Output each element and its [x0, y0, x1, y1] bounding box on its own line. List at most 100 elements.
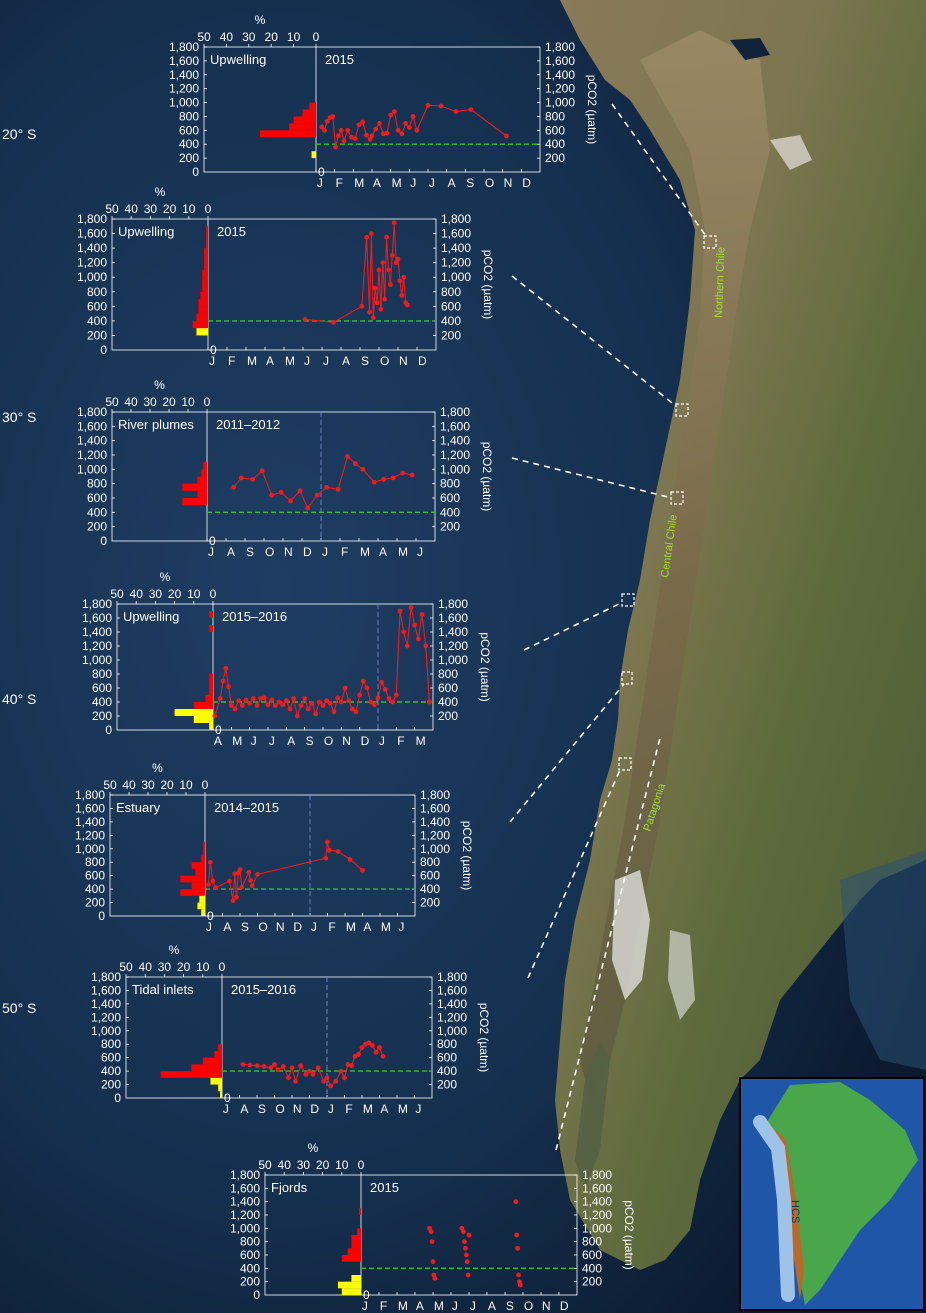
data-point: [335, 487, 341, 492]
hist-bar-red: [182, 498, 207, 506]
data-point: [380, 131, 386, 137]
lake: [730, 38, 770, 60]
data-point: [346, 698, 352, 703]
data-point: [250, 476, 256, 482]
hist-tick-label: 10: [182, 202, 196, 216]
hist-tick-label: 20: [265, 30, 279, 44]
data-point: [298, 1063, 304, 1069]
y-tick-label-left: 1,800: [230, 1168, 260, 1182]
data-point: [517, 1282, 523, 1288]
data-point: [333, 144, 338, 150]
hist-tick-label: 0: [204, 395, 211, 409]
data-point: [309, 701, 315, 706]
y-tick-label-left: 200: [85, 896, 105, 910]
data-point: [305, 505, 311, 511]
x-tick-label: J: [410, 176, 416, 190]
x-tick-label: O: [324, 734, 333, 748]
x-tick-label: A: [214, 734, 222, 748]
y-tick-label-right: 600: [582, 1248, 602, 1262]
hist-tick-label: 0: [205, 202, 212, 216]
x-tick-label: F: [336, 176, 343, 190]
y-tick-label-right: 1,400: [441, 241, 471, 255]
data-point: [324, 484, 330, 490]
x-tick-label: N: [276, 920, 285, 934]
x-tick-label: J: [328, 1102, 334, 1116]
y-tick-label-right: 1,600: [545, 54, 575, 68]
hist-tick-label: 40: [139, 960, 153, 974]
y-tick-label-right: 0: [209, 534, 216, 548]
x-tick-label: M: [392, 176, 402, 190]
period-label: 2015: [370, 1180, 399, 1195]
y-tick-label-left: 1,400: [77, 434, 107, 448]
x-tick-label: A: [227, 545, 235, 559]
data-point: [258, 696, 264, 701]
y-tick-label-right: 200: [437, 1078, 457, 1092]
x-tick-label: M: [247, 354, 257, 368]
data-point: [380, 260, 386, 266]
hist-bar-red: [260, 130, 316, 138]
data-point: [280, 1064, 286, 1069]
y-tick-label-left: 200: [87, 520, 107, 534]
hist-bar-red: [201, 469, 207, 477]
y-tick-label-right: 1,200: [582, 1208, 612, 1222]
x-tick-label: S: [506, 1299, 514, 1313]
inset-current: [753, 1115, 795, 1302]
y-tick-label-left: 1,800: [75, 788, 105, 802]
data-point: [326, 847, 332, 853]
data-point: [386, 696, 392, 701]
x-tick-label: D: [293, 920, 302, 934]
data-point: [462, 1239, 467, 1245]
x-tick-label: J: [209, 354, 215, 368]
y-tick-label-left: 1,600: [169, 54, 199, 68]
y-tick-label-right: 200: [440, 520, 460, 534]
y-tick-label-right: 1,800: [582, 1168, 612, 1182]
data-point: [272, 1061, 277, 1067]
hist-tick-label: 50: [105, 395, 119, 409]
data-point: [275, 1067, 281, 1073]
hist-axis-label: %: [308, 1141, 319, 1155]
hist-axis-label: %: [154, 378, 165, 392]
hist-bar-red: [214, 1050, 222, 1058]
hist-tick-label: 50: [105, 202, 119, 216]
y-tick-label-left: 1,400: [169, 68, 199, 82]
data-point: [310, 1072, 316, 1077]
hist-tick-label: 0: [358, 1158, 365, 1172]
data-point: [248, 877, 253, 883]
leader-line: [523, 601, 624, 651]
snowfield: [668, 930, 695, 1020]
hist-bar-red: [206, 233, 208, 241]
data-point: [397, 278, 403, 284]
y-tick-label-right: 1,000: [582, 1221, 612, 1235]
data-point: [239, 703, 245, 708]
y-tick-label-left: 600: [87, 491, 107, 505]
y-tick-label-left: 0: [105, 723, 112, 737]
y-tick-label-left: 800: [87, 477, 107, 491]
y-tick-label-left: 400: [179, 137, 199, 151]
x-tick-label: A: [379, 545, 387, 559]
y-tick-label-left: 200: [87, 328, 107, 342]
hist-bar-red: [202, 284, 208, 292]
x-tick-label: A: [223, 920, 231, 934]
data-point: [395, 256, 401, 262]
y-tick-label-right: 400: [582, 1261, 602, 1275]
x-tick-label: A: [363, 920, 371, 934]
period-label: 2011–2012: [216, 417, 280, 432]
data-point: [359, 303, 365, 309]
site-marker: [618, 757, 632, 771]
y-tick-label-right: 0: [318, 165, 325, 179]
y-tick-label-right: 1,600: [438, 611, 468, 625]
y-tick-label-right: 1,000: [437, 1024, 467, 1038]
y-tick-label-right: 1,200: [440, 448, 470, 462]
data-point: [378, 306, 384, 312]
y-tick-label-right: 1,800: [440, 405, 470, 419]
x-tick-label: F: [328, 920, 335, 934]
data-point: [461, 1229, 466, 1235]
series-line: [321, 104, 507, 148]
data-point: [322, 127, 327, 133]
x-tick-label: J: [379, 734, 385, 748]
data-point: [468, 107, 474, 112]
data-point: [237, 867, 243, 873]
y-axis-label: pCO2 (µatm): [480, 442, 494, 512]
